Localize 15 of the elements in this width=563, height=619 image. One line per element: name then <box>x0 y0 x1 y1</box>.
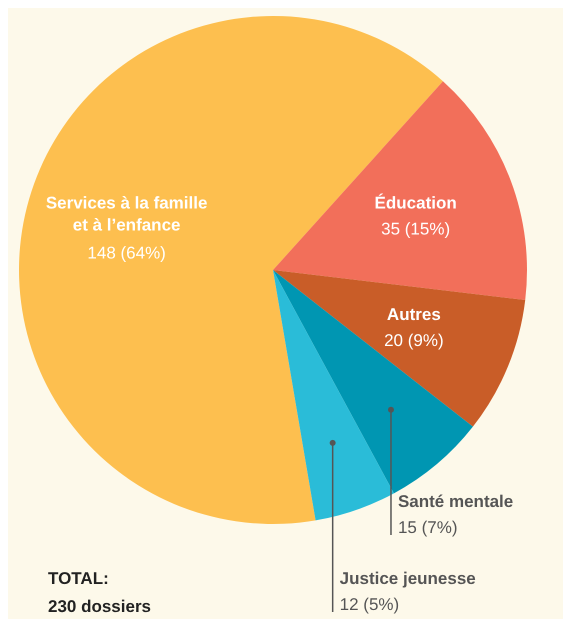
pie-slice <box>273 270 473 494</box>
data-label: 35 (15%) <box>381 219 450 238</box>
data-label: 20 (9%) <box>384 331 444 350</box>
slice-label: Justice jeunesse <box>340 569 476 588</box>
data-label: 15 (7%) <box>398 518 458 537</box>
slice-label: Éducation <box>374 192 457 212</box>
text: 230 dossiers <box>48 596 152 618</box>
slice-label: Santé mentale <box>398 492 514 511</box>
pie-slice <box>273 270 526 427</box>
slice-label: Services à la famille et à l’enfance <box>46 194 208 235</box>
data-label: 12 (5%) <box>340 595 400 614</box>
slice-label: Autres <box>386 305 441 324</box>
text: TOTAL: <box>48 568 110 590</box>
pie-slice <box>273 81 527 300</box>
data-label: 148 (64%) <box>87 244 166 263</box>
